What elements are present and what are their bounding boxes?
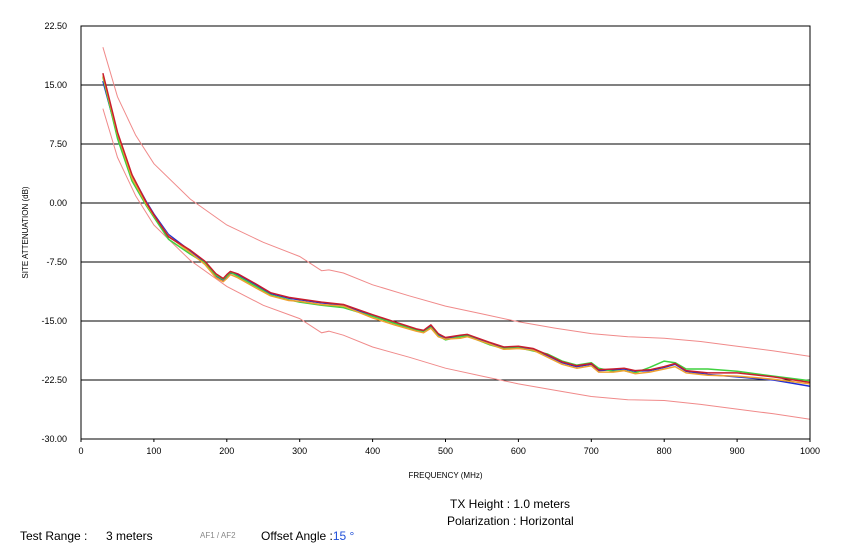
- limit-line: [102, 108, 811, 420]
- x-axis-label: FREQUENCY (MHz): [408, 471, 482, 480]
- x-tick-label: 700: [584, 446, 599, 456]
- series-line: [102, 80, 811, 388]
- grid-lines: [81, 84, 810, 381]
- plot-frame: [80, 25, 811, 440]
- x-tick-label: 300: [292, 446, 307, 456]
- limit-line: [102, 47, 811, 357]
- y-tick-label: -30.00: [41, 434, 67, 444]
- offset-angle-value: 15 °: [332, 529, 355, 543]
- x-tick-label: 100: [146, 446, 161, 456]
- tx-height-text: TX Height : 1.0 meters: [450, 497, 571, 511]
- x-tick-label: 600: [511, 446, 526, 456]
- x-tick-label: 200: [219, 446, 234, 456]
- test-range-value: 3 meters: [106, 529, 153, 543]
- x-tick-label: 500: [438, 446, 453, 456]
- af-label: AF1 / AF2: [200, 531, 236, 540]
- x-tick-label: 1000: [800, 446, 820, 456]
- y-axis-label: SITE ATTENUATION (dB): [21, 186, 30, 278]
- polarization-text: Polarization : Horizontal: [447, 514, 574, 528]
- y-tick-label: -22.50: [41, 375, 67, 385]
- y-tick-label: -7.50: [46, 257, 67, 267]
- offset-angle-label-text: Offset Angle :: [261, 529, 333, 543]
- x-tick-label: 0: [78, 446, 83, 456]
- y-tick-label: 15.00: [44, 80, 67, 90]
- offset-angle-label: Offset Angle :15 °: [261, 529, 354, 543]
- y-tick-label: 22.50: [44, 21, 67, 31]
- x-tick-label: 400: [365, 446, 380, 456]
- y-tick-label: 7.50: [49, 139, 67, 149]
- y-tick-label: -15.00: [41, 316, 67, 326]
- x-tick-label: 900: [730, 446, 745, 456]
- y-tick-label: 0.00: [49, 198, 67, 208]
- series-line: [102, 73, 811, 384]
- test-range-label: Test Range :: [20, 529, 88, 543]
- x-tick-label: 800: [657, 446, 672, 456]
- series-line: [102, 75, 811, 385]
- data-series: [102, 73, 811, 388]
- tick-labels: 22.50 15.00 7.50 0.00 -7.50 -15.00 -22.50 -30.0…: [41, 21, 820, 456]
- limit-lines: [102, 47, 811, 420]
